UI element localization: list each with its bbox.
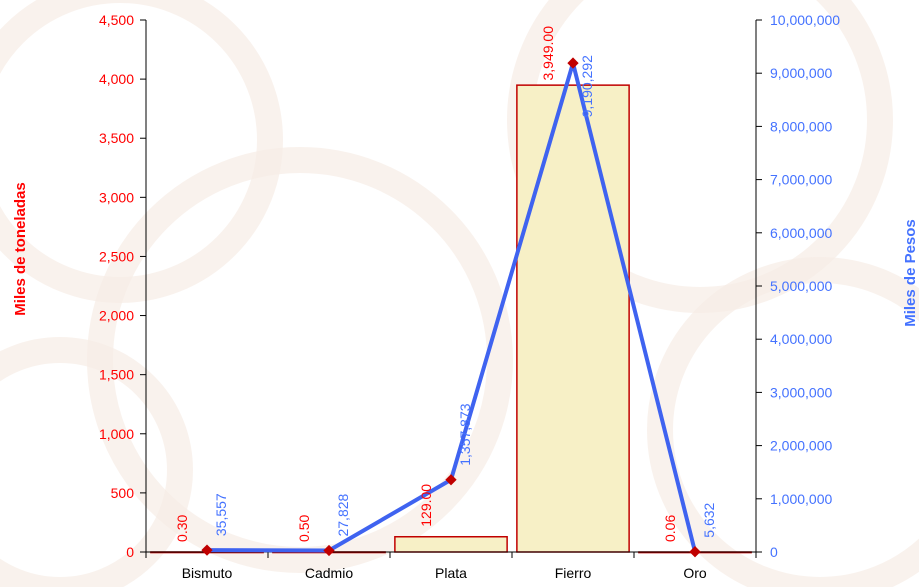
bar-data-label: 0.30 <box>174 515 190 542</box>
left-tick-label: 500 <box>111 485 135 501</box>
left-tick-label: 1,500 <box>99 367 134 383</box>
line-point-plata <box>445 474 457 486</box>
line-data-label: 9,190,292 <box>579 55 595 117</box>
bar-fierro <box>516 84 630 553</box>
left-tick-label: 4,500 <box>99 12 134 28</box>
x-tick-label: Cadmio <box>305 565 353 581</box>
line-layer <box>201 57 701 558</box>
line-point-cadmio <box>323 544 335 557</box>
watermark-shape <box>647 257 919 587</box>
bars-layer <box>150 84 752 554</box>
right-tick-label: 6,000,000 <box>770 225 832 241</box>
x-tick-label: Bismuto <box>182 565 233 581</box>
labels-layer: 0.30 0.50 129.00 3,949.00 0.06 35,557 27,828 1,… <box>174 26 717 542</box>
line-point-oro <box>689 546 701 558</box>
bar-data-label: 3,949.00 <box>540 26 556 81</box>
left-axis-title: Miles de toneladas <box>12 182 29 315</box>
left-tick-label: 4,000 <box>99 71 134 87</box>
watermark-shape <box>0 337 193 587</box>
right-axis-title: Miles de Pesos <box>902 219 919 327</box>
right-tick-label: 10,000,000 <box>770 12 840 28</box>
left-tick-label: 0 <box>126 544 134 560</box>
right-tick-label: 1,000,000 <box>770 491 832 507</box>
line-data-label: 35,557 <box>213 493 229 536</box>
right-tick-label: 4,000,000 <box>770 331 832 347</box>
line-data-label: 1,357,873 <box>457 403 473 465</box>
left-tick-label: 3,500 <box>99 130 134 146</box>
right-tick-label: 3,000,000 <box>770 384 832 400</box>
left-tick-label: 2,000 <box>99 308 134 324</box>
x-tick-label: Oro <box>683 565 707 581</box>
line-data-label: 5,632 <box>701 502 717 537</box>
left-tick-label: 3,000 <box>99 189 134 205</box>
right-tick-label: 0 <box>770 544 778 560</box>
bar-data-label: 129.00 <box>418 484 434 527</box>
right-tick-label: 7,000,000 <box>770 172 832 188</box>
right-tick-label: 5,000,000 <box>770 278 832 294</box>
right-tick-label: 2,000,000 <box>770 438 832 454</box>
bar-plata <box>394 535 508 553</box>
left-tick-label: 2,500 <box>99 248 134 264</box>
right-tick-label: 8,000,000 <box>770 118 832 134</box>
x-tick-label: Plata <box>435 565 467 581</box>
x-tick-label: Fierro <box>555 565 592 581</box>
line-data-label: 27,828 <box>335 493 351 536</box>
right-tick-label: 9,000,000 <box>770 65 832 81</box>
left-tick-label: 1,000 <box>99 426 134 442</box>
bar-data-label: 0.06 <box>662 515 678 542</box>
bar-data-label: 0.50 <box>296 514 312 541</box>
line-point-bismuto <box>201 544 213 556</box>
